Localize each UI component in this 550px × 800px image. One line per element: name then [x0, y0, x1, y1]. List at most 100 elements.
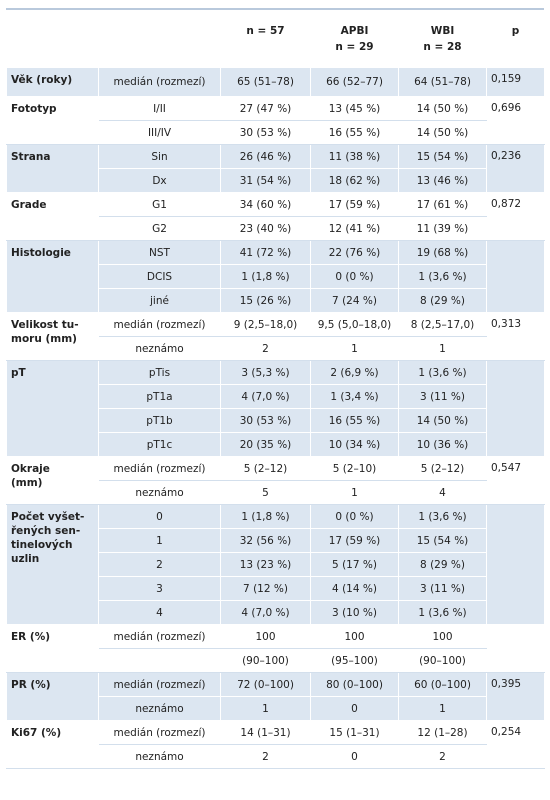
data-table: n = 57 APBI n = 29 WBI n = 28 p Věk (roky) med… — [6, 20, 545, 769]
value-cell: 17 (61 %) — [398, 192, 487, 217]
p-value: 0,236 — [486, 144, 545, 193]
value-cell: 20 (35 %) — [220, 432, 311, 457]
label-line: řených sen- — [11, 525, 81, 537]
value-cell: 26 (46 %) — [220, 144, 311, 169]
column-title: p — [511, 25, 520, 37]
table-row: (90–100) (95–100) (90–100) — [7, 648, 545, 673]
group-label: Strana — [6, 144, 99, 193]
value-cell: 8 (29 %) — [398, 552, 487, 577]
p-value: 0,254 — [486, 720, 545, 769]
value-cell: 2 — [220, 336, 311, 361]
table-row: Okraje (mm) medián (rozmezí) 5 (2–12) 5 (2–1… — [6, 456, 545, 505]
subcategory: Sin — [98, 144, 221, 169]
value-cell: 30 (53 %) — [220, 408, 311, 433]
value-cell: 13 (45 %) — [310, 96, 399, 121]
value-cell: 5 (2–12) — [398, 456, 487, 481]
p-value — [486, 624, 545, 673]
table-row: Strana Sin 26 (46 %) 11 (38 %) 15 (54 %) 0,23… — [6, 144, 545, 193]
table-row: PR (%) medián (rozmezí) 72 (0–100) 80 (0–10… — [6, 672, 545, 721]
value-cell: 100 — [310, 624, 399, 649]
value-cell: 16 (55 %) — [310, 408, 399, 433]
value-cell: (95–100) — [310, 648, 399, 673]
value-cell: 4 (7,0 %) — [220, 600, 311, 625]
value-cell: 1 — [310, 336, 399, 361]
value-cell: 15 (54 %) — [398, 144, 487, 169]
value-cell: 9 (2,5–18,0) — [220, 312, 311, 337]
group-label: Fototyp — [6, 96, 99, 145]
group-label: Grade — [6, 192, 99, 241]
subcategory: medián (rozmezí) — [98, 720, 221, 745]
label-line: PR (%) — [11, 679, 51, 691]
subcategory: neznámo — [98, 696, 221, 721]
value-cell: 14 (1–31) — [220, 720, 311, 745]
p-value: 0,872 — [486, 192, 545, 241]
subcategory: neznámo — [98, 480, 221, 505]
p-value — [486, 504, 545, 625]
value-cell: 14 (50 %) — [398, 96, 487, 121]
value-cell: 65 (51–78) — [220, 67, 311, 97]
table-row: G2 23 (40 %) 12 (41 %) 11 (39 %) — [7, 216, 545, 241]
value-cell: 2 — [398, 744, 487, 769]
value-cell: 4 (7,0 %) — [220, 384, 311, 409]
value-cell: (90–100) — [220, 648, 311, 673]
column-header: APBI n = 29 — [310, 20, 399, 68]
subcategory: G2 — [98, 216, 221, 241]
column-title: APBI — [340, 25, 369, 37]
value-cell: 31 (54 %) — [220, 168, 311, 193]
table-row: DCIS 1 (1,8 %) 0 (0 %) 1 (3,6 %) — [7, 264, 545, 289]
group-label: Velikost tu-moru (mm) — [6, 312, 99, 361]
p-value — [486, 360, 545, 457]
subcategory: 3 — [98, 576, 221, 601]
subcategory: medián (rozmezí) — [98, 67, 221, 97]
value-cell: 34 (60 %) — [220, 192, 311, 217]
table-row: Grade G1 34 (60 %) 17 (59 %) 17 (61 %) 0,872 — [6, 192, 545, 241]
table-row: pT1a 4 (7,0 %) 1 (3,4 %) 3 (11 %) — [7, 384, 545, 409]
value-cell: 11 (39 %) — [398, 216, 487, 241]
table-row: Počet vyšet-řených sen-tinelových uzlin 0 1… — [6, 504, 545, 625]
value-cell: 1 (1,8 %) — [220, 264, 311, 289]
subcategory: pT1c — [98, 432, 221, 457]
label-line: (mm) — [11, 477, 43, 489]
p-value — [486, 240, 545, 313]
page: n = 57 APBI n = 29 WBI n = 28 p Věk (roky) med… — [6, 8, 545, 769]
value-cell: 16 (55 %) — [310, 120, 399, 145]
group-label: Okraje (mm) — [6, 456, 99, 505]
value-cell: 60 (0–100) — [398, 672, 487, 697]
value-cell: 2 (6,9 %) — [310, 360, 399, 385]
value-cell: 72 (0–100) — [220, 672, 311, 697]
value-cell: 5 (17 %) — [310, 552, 399, 577]
group-label: Počet vyšet-řených sen-tinelových uzlin — [6, 504, 99, 625]
value-cell: 1 (1,8 %) — [220, 504, 311, 529]
subcategory: Dx — [98, 168, 221, 193]
table-row: ER (%) medián (rozmezí) 100 100 100 — [6, 624, 545, 673]
subcategory: 1 — [98, 528, 221, 553]
table-row: Dx 31 (54 %) 18 (62 %) 13 (46 %) — [7, 168, 545, 193]
label-line: Ki67 (%) — [11, 727, 62, 739]
value-cell: 4 (14 %) — [310, 576, 399, 601]
table-row: 1 32 (56 %) 17 (59 %) 15 (54 %) — [7, 528, 545, 553]
value-cell: 15 (1–31) — [310, 720, 399, 745]
label-line: ER (%) — [11, 631, 51, 643]
label-line: Fototyp — [11, 103, 57, 115]
value-cell: 3 (11 %) — [398, 384, 487, 409]
label-line: Věk (roky) — [11, 74, 73, 86]
value-cell: 100 — [220, 624, 311, 649]
value-cell: 0 — [310, 744, 399, 769]
value-cell: 14 (50 %) — [398, 120, 487, 145]
group-label: ER (%) — [6, 624, 99, 673]
subcategory: 2 — [98, 552, 221, 577]
group-label: pT — [6, 360, 99, 457]
value-cell: 41 (72 %) — [220, 240, 311, 265]
value-cell: 12 (1–28) — [398, 720, 487, 745]
value-cell: 18 (62 %) — [310, 168, 399, 193]
column-count: n = 28 — [423, 41, 462, 53]
column-header: p — [486, 20, 545, 68]
table-row: Histologie NST 41 (72 %) 22 (76 %) 19 (68 %) — [6, 240, 545, 313]
group-label: Histologie — [6, 240, 99, 313]
subcategory: medián (rozmezí) — [98, 672, 221, 697]
subcategory: medián (rozmezí) — [98, 624, 221, 649]
p-value: 0,696 — [486, 96, 545, 145]
value-cell: 64 (51–78) — [398, 67, 487, 97]
value-cell: 22 (76 %) — [310, 240, 399, 265]
